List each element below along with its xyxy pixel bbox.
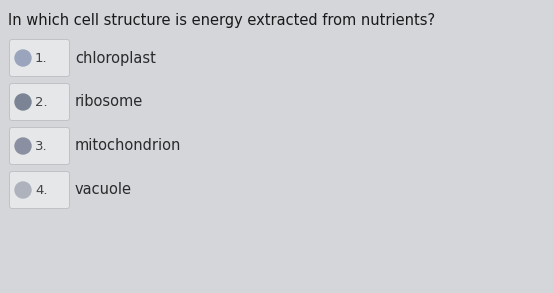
Circle shape — [15, 94, 31, 110]
Circle shape — [15, 182, 31, 198]
FancyBboxPatch shape — [9, 127, 70, 164]
Text: vacuole: vacuole — [75, 183, 132, 197]
FancyBboxPatch shape — [9, 84, 70, 120]
Text: chloroplast: chloroplast — [75, 50, 156, 66]
Text: In which cell structure is energy extracted from nutrients?: In which cell structure is energy extrac… — [8, 13, 435, 28]
Text: 1.: 1. — [35, 52, 48, 64]
Text: mitochondrion: mitochondrion — [75, 139, 181, 154]
FancyBboxPatch shape — [9, 40, 70, 76]
Text: 3.: 3. — [35, 139, 48, 152]
Text: 4.: 4. — [35, 183, 48, 197]
Circle shape — [15, 138, 31, 154]
Text: 2.: 2. — [35, 96, 48, 108]
FancyBboxPatch shape — [9, 171, 70, 209]
Circle shape — [15, 50, 31, 66]
Text: ribosome: ribosome — [75, 95, 143, 110]
